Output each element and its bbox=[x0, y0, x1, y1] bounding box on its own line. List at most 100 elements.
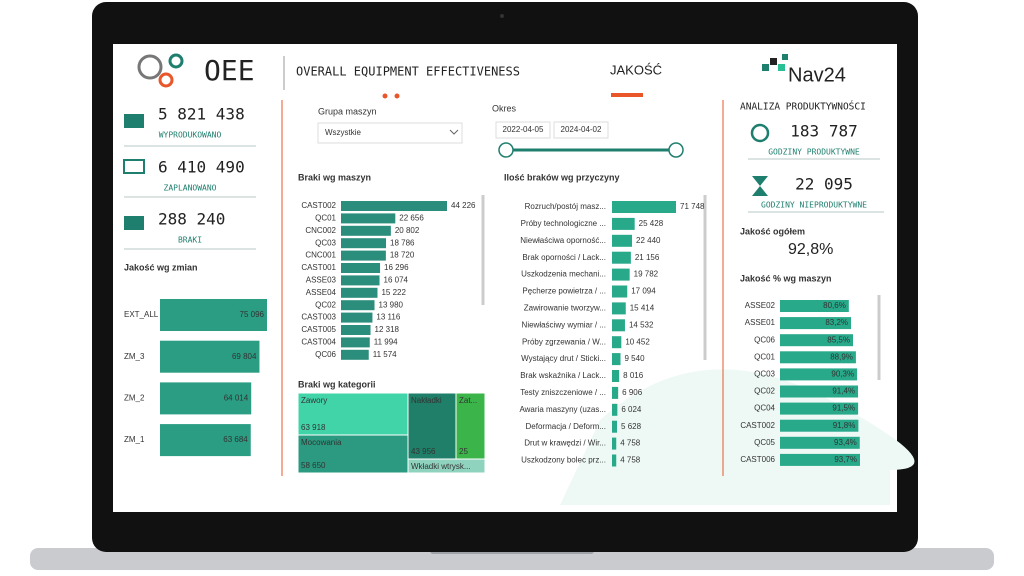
bar bbox=[612, 370, 620, 382]
active-tab-indicator bbox=[611, 93, 643, 97]
bar bbox=[341, 312, 373, 323]
bar bbox=[341, 250, 386, 261]
page-dot bbox=[382, 93, 388, 99]
bar-value: 6 906 bbox=[622, 388, 643, 397]
bar-value: 11 574 bbox=[373, 350, 397, 359]
bar-value: 91,4% bbox=[832, 387, 855, 396]
bar-label: CNC001 bbox=[305, 251, 336, 260]
bar-label: QC06 bbox=[754, 335, 775, 344]
bar bbox=[612, 454, 617, 467]
bar bbox=[612, 201, 676, 213]
bar bbox=[341, 225, 391, 236]
bar-value: 25 428 bbox=[639, 219, 664, 228]
bar-label: Wystający drut / Sticki... bbox=[521, 354, 606, 363]
bar-value: 91,5% bbox=[832, 404, 855, 413]
bar bbox=[612, 285, 628, 298]
icon-boxes bbox=[124, 114, 144, 128]
bar-value: 10 452 bbox=[625, 337, 650, 346]
bar-value: 83,2% bbox=[825, 318, 848, 327]
bar-value: 4 758 bbox=[620, 456, 641, 465]
bar-value: 22 656 bbox=[399, 214, 424, 223]
kpi-label: GODZINY PRODUKTYWNE bbox=[768, 148, 860, 157]
bar-value: 63 684 bbox=[223, 435, 248, 444]
bar-value: 13 980 bbox=[379, 300, 404, 309]
dropdown-value: Wszystkie bbox=[325, 128, 362, 137]
bar-label: Uszkodzenia mechani... bbox=[521, 270, 606, 279]
logo-square bbox=[778, 64, 785, 71]
logo-square bbox=[770, 58, 777, 65]
bar bbox=[341, 201, 447, 211]
bar bbox=[612, 403, 618, 416]
bar bbox=[780, 317, 852, 330]
date-box[interactable] bbox=[495, 121, 551, 139]
bar bbox=[612, 302, 626, 315]
bar bbox=[612, 336, 622, 349]
bar-value: 71 748 bbox=[680, 202, 705, 211]
bar-label: QC03 bbox=[754, 370, 775, 379]
bar-value: 88,9% bbox=[830, 352, 853, 361]
bar-label: CAST002 bbox=[740, 421, 775, 430]
bar bbox=[160, 382, 252, 415]
bar-label: Brak wskaźnika / Lack... bbox=[520, 371, 606, 380]
filter-label: Grupa maszyn bbox=[318, 106, 377, 116]
tile-value: 43 956 bbox=[411, 447, 436, 456]
chart-title: Jakość % wg maszyn bbox=[740, 273, 832, 283]
bar bbox=[612, 353, 621, 366]
tile-value: 58 650 bbox=[301, 461, 326, 470]
bar-label: QC06 bbox=[315, 350, 336, 359]
bar-value: 8 016 bbox=[623, 371, 644, 380]
dropdown[interactable] bbox=[317, 122, 463, 144]
bar bbox=[612, 437, 617, 450]
bar-value: 18 720 bbox=[390, 251, 415, 260]
bar bbox=[160, 340, 260, 373]
bar-label: QC01 bbox=[315, 214, 336, 223]
bar bbox=[780, 453, 860, 466]
bar-value: 15 414 bbox=[630, 304, 655, 313]
date-start: 2022-04-05 bbox=[503, 125, 544, 134]
bar bbox=[341, 349, 369, 360]
treemap-tile bbox=[407, 392, 457, 460]
bar-value: 17 094 bbox=[631, 287, 656, 296]
camera bbox=[500, 14, 504, 18]
bar-label: CAST005 bbox=[301, 325, 336, 334]
treemap-tile bbox=[407, 458, 486, 474]
filter-label: Okres bbox=[492, 103, 517, 113]
bar-label: EXT_ALL bbox=[124, 310, 159, 319]
page-tab[interactable]: JAKOŚĆ bbox=[610, 62, 662, 77]
bar-label: ASSE04 bbox=[306, 288, 337, 297]
bar-value: 69 804 bbox=[232, 352, 257, 361]
page-dot bbox=[394, 93, 400, 99]
slider-handle[interactable] bbox=[498, 142, 514, 158]
bar bbox=[612, 319, 625, 332]
tile-value: 63 918 bbox=[301, 423, 326, 432]
gear bbox=[168, 53, 184, 69]
bar-value: 90,3% bbox=[831, 370, 854, 379]
kpi-value: 5 821 438 bbox=[158, 105, 245, 124]
date-end: 2024-04-02 bbox=[561, 125, 602, 134]
slider-handle[interactable] bbox=[668, 142, 684, 158]
bar-value: 19 782 bbox=[634, 270, 659, 279]
tile-label: Nakładki bbox=[411, 396, 442, 405]
app-title: OEE bbox=[204, 54, 255, 87]
bar-label: QC05 bbox=[754, 438, 775, 447]
bar-label: QC02 bbox=[315, 300, 336, 309]
bar bbox=[612, 251, 631, 264]
kpi-label: WYPRODUKOWANO bbox=[159, 131, 222, 140]
kpi-value: 22 095 bbox=[795, 175, 853, 194]
bar-label: Pęcherze powietrza / ... bbox=[522, 287, 606, 296]
chart-title: Jakość wg zmian bbox=[124, 262, 198, 272]
date-box[interactable] bbox=[553, 121, 609, 139]
bar bbox=[612, 386, 619, 399]
treemap-tile bbox=[297, 434, 409, 474]
bar-value: 93,4% bbox=[834, 438, 857, 447]
laptop-base bbox=[30, 548, 994, 570]
bar-value: 15 222 bbox=[381, 288, 406, 297]
kpi-underlines bbox=[124, 145, 884, 250]
bar bbox=[780, 436, 860, 449]
bar-label: CAST004 bbox=[301, 338, 336, 347]
bar-label: Rozruch/postój masz... bbox=[525, 202, 606, 211]
dropdown-chevron bbox=[449, 129, 459, 135]
bar bbox=[341, 325, 371, 335]
bar-label: ZM_2 bbox=[124, 394, 145, 403]
treemap-tile bbox=[455, 392, 486, 460]
